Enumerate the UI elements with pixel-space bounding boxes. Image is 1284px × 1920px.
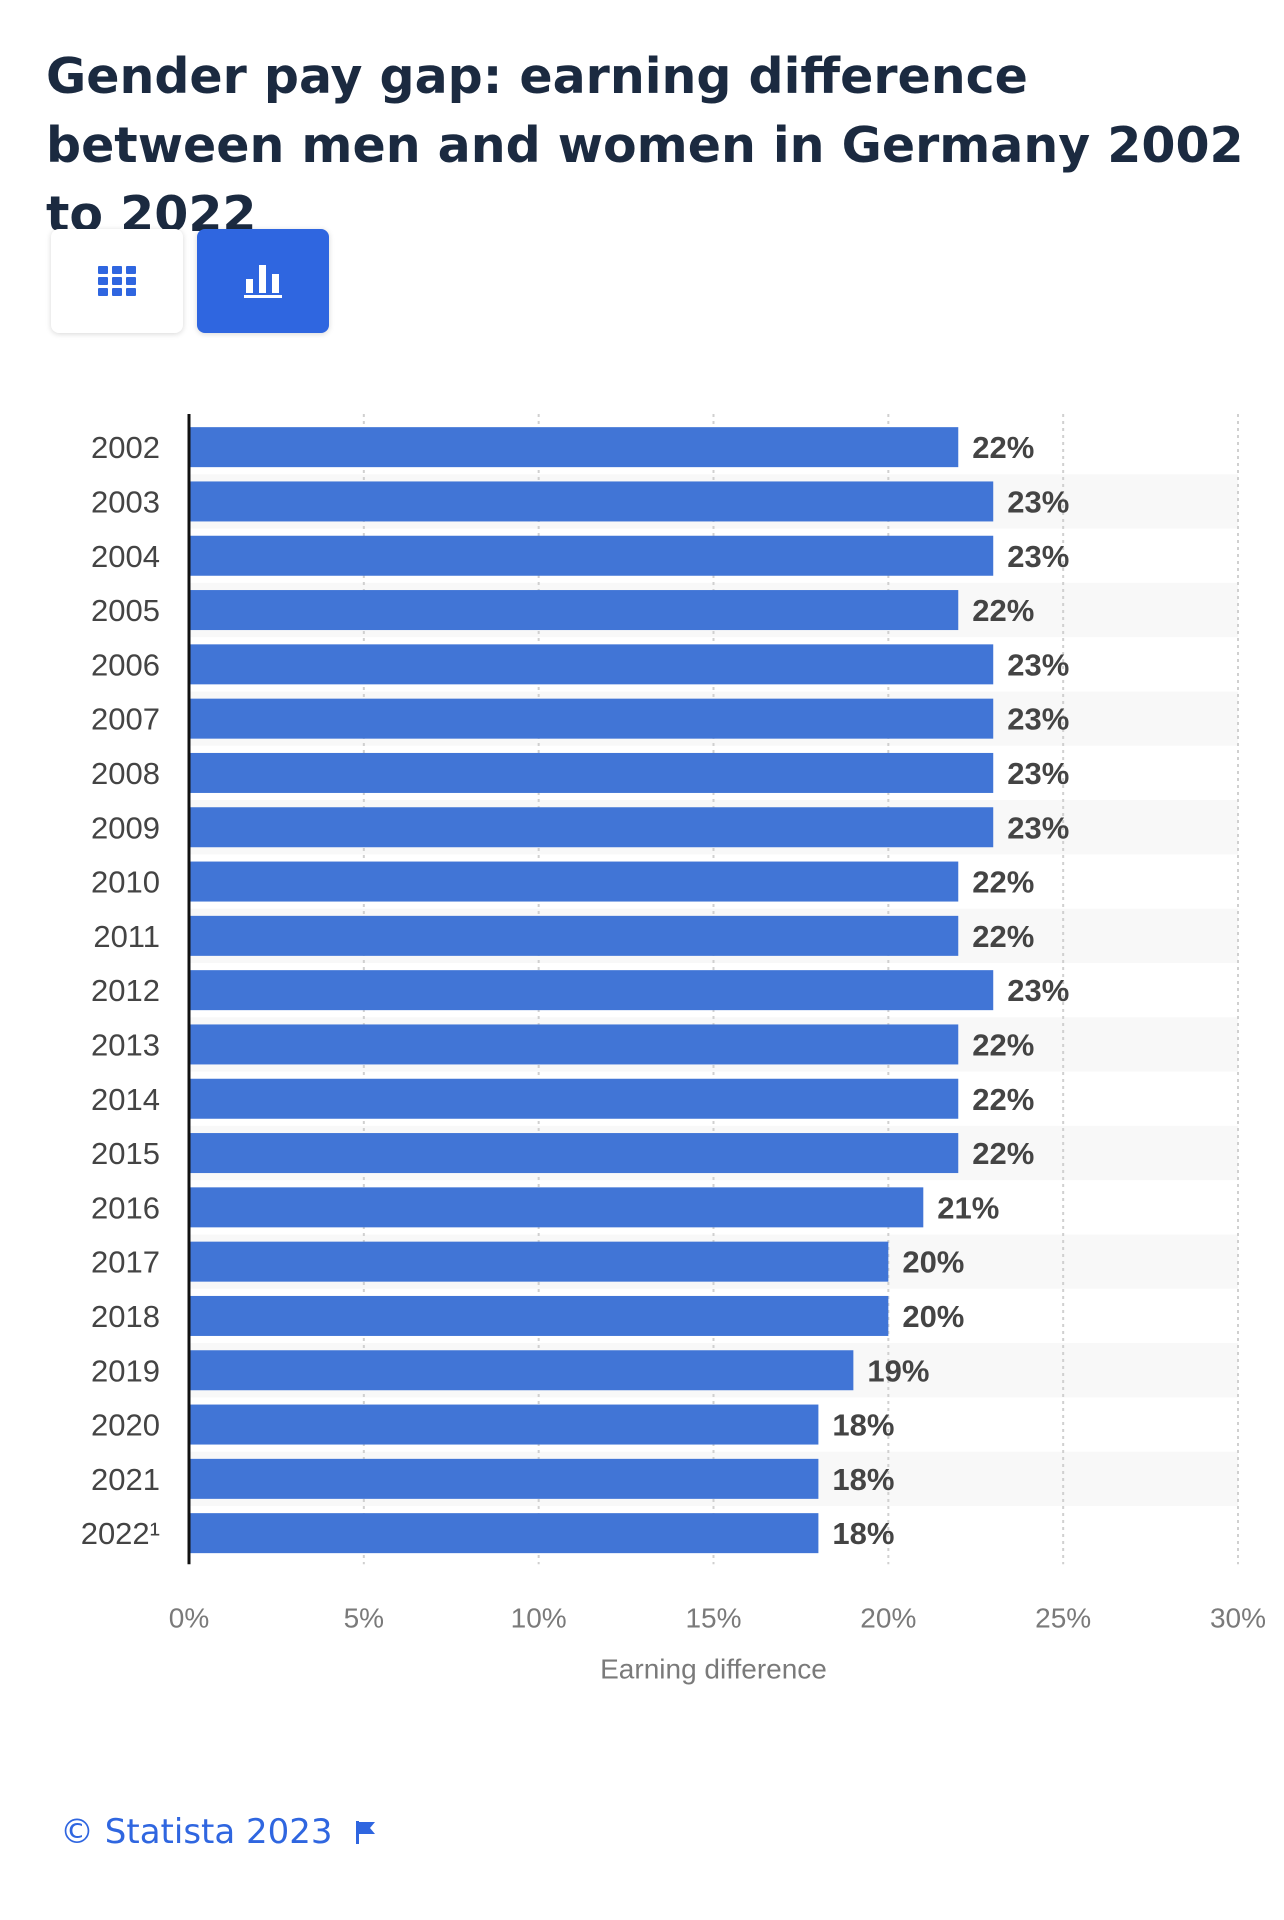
bar	[189, 807, 994, 848]
category-label: 2002	[91, 430, 160, 465]
value-label: 18%	[832, 1462, 894, 1497]
value-label: 18%	[832, 1408, 894, 1443]
category-label: 2019	[91, 1353, 160, 1388]
statista-copyright-link[interactable]: © Statista 2023	[60, 1812, 333, 1852]
value-label: 22%	[972, 1136, 1034, 1171]
value-label: 22%	[972, 919, 1034, 954]
x-tick-label: 5%	[344, 1602, 384, 1633]
grid-icon	[98, 266, 136, 296]
bar	[189, 590, 959, 631]
bar	[189, 1404, 819, 1445]
bar	[189, 427, 959, 468]
bar	[189, 535, 994, 576]
category-label: 2004	[91, 539, 160, 574]
value-label: 18%	[832, 1516, 894, 1551]
category-label: 2010	[91, 865, 160, 900]
bar	[189, 698, 994, 739]
bar	[189, 1024, 959, 1065]
bar	[189, 1513, 819, 1554]
chart-view-button[interactable]	[197, 229, 329, 333]
value-label: 23%	[1007, 702, 1069, 737]
value-label: 22%	[972, 1027, 1034, 1062]
bar	[189, 1458, 819, 1499]
value-label: 22%	[972, 430, 1034, 465]
bar	[189, 752, 994, 793]
bar-chart-icon	[244, 265, 282, 298]
value-label: 22%	[972, 593, 1034, 628]
value-label: 23%	[1007, 484, 1069, 519]
chart-title: Gender pay gap: earning difference betwe…	[46, 48, 1244, 243]
bar	[189, 1133, 959, 1174]
value-label: 23%	[1007, 756, 1069, 791]
value-label: 23%	[1007, 647, 1069, 682]
bar	[189, 1241, 889, 1282]
value-label: 20%	[902, 1245, 964, 1280]
category-label: 2011	[93, 919, 160, 954]
value-label: 21%	[937, 1190, 999, 1225]
bar	[189, 970, 994, 1011]
category-label: 2020	[91, 1408, 160, 1443]
category-label: 2013	[91, 1027, 160, 1062]
x-tick-label: 25%	[1035, 1602, 1091, 1633]
category-label: 2022¹	[81, 1516, 160, 1551]
category-label: 2009	[91, 810, 160, 845]
bar	[189, 644, 994, 685]
value-label: 22%	[972, 865, 1034, 900]
category-label: 2015	[91, 1136, 160, 1171]
x-tick-label: 0%	[169, 1602, 209, 1633]
category-label: 2005	[91, 593, 160, 628]
category-label: 2006	[91, 647, 160, 682]
bar	[189, 481, 994, 522]
x-tick-label: 10%	[511, 1602, 567, 1633]
x-tick-label: 15%	[685, 1602, 741, 1633]
bar	[189, 1078, 959, 1119]
category-label: 2016	[91, 1190, 160, 1225]
bar	[189, 1187, 924, 1228]
value-label: 23%	[1007, 539, 1069, 574]
category-label: 2021	[91, 1462, 160, 1497]
flag-icon[interactable]	[355, 1819, 377, 1845]
x-axis-title: Earning difference	[600, 1653, 827, 1684]
value-label: 23%	[1007, 973, 1069, 1008]
value-label: 19%	[867, 1353, 929, 1388]
footer: © Statista 2023	[60, 1812, 377, 1852]
category-label: 2007	[91, 702, 160, 737]
value-label: 22%	[972, 1082, 1034, 1117]
value-label: 20%	[902, 1299, 964, 1334]
bar	[189, 915, 959, 956]
table-view-button[interactable]	[51, 229, 183, 333]
category-label: 2018	[91, 1299, 160, 1334]
bar	[189, 1295, 889, 1336]
x-tick-label: 30%	[1210, 1602, 1266, 1633]
category-label: 2017	[91, 1245, 160, 1280]
value-label: 23%	[1007, 810, 1069, 845]
bar	[189, 1350, 854, 1391]
category-label: 2014	[91, 1082, 160, 1117]
bar	[189, 861, 959, 902]
bar-chart: 2002 22% 2003 23% 2004 23% 2005 22% 2006 23% 2007 2…	[81, 414, 1266, 1684]
category-label: 2012	[91, 973, 160, 1008]
category-label: 2008	[91, 756, 160, 791]
x-tick-label: 20%	[860, 1602, 916, 1633]
category-label: 2003	[91, 484, 160, 519]
